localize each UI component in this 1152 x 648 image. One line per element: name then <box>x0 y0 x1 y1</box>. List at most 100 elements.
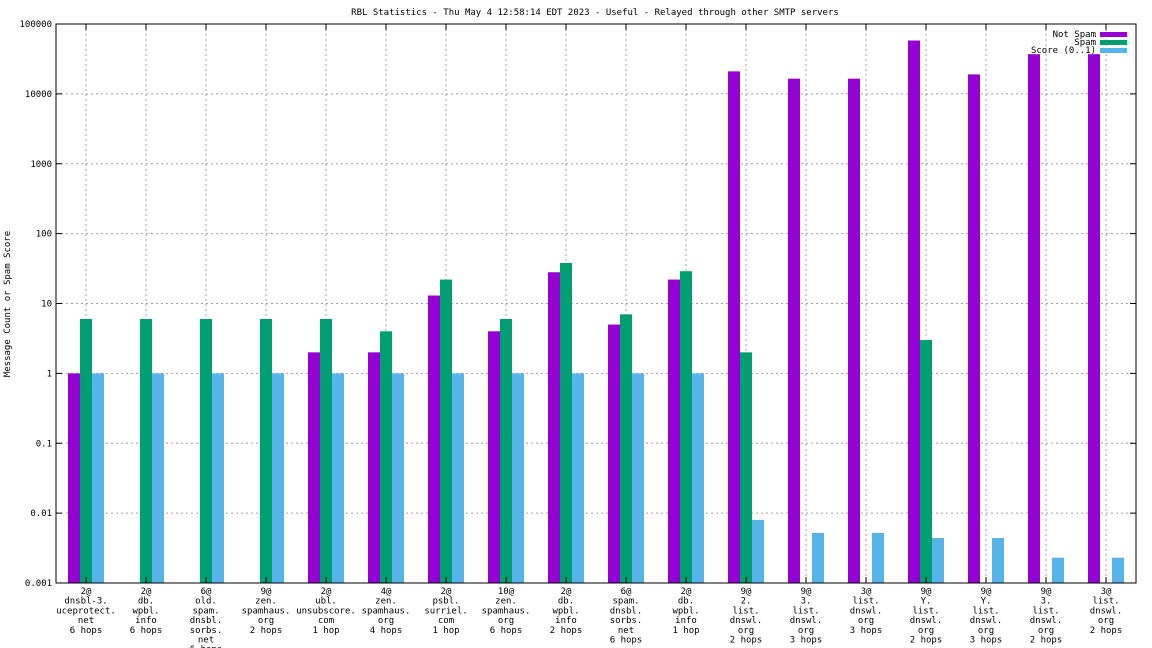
x-tick-label-line: 2 hops <box>730 636 763 646</box>
x-tick-label-line: org <box>858 616 874 626</box>
x-tick-label-line: db. <box>678 597 694 607</box>
bar-spam <box>680 271 692 583</box>
x-tick-label-line: old. <box>195 597 217 607</box>
bar-spam <box>620 314 632 583</box>
x-tick-label-line: com <box>318 616 334 626</box>
plot-frame <box>55 23 1137 584</box>
x-tick-label-line: dnsbl. <box>610 606 643 616</box>
bar-score-0-1 <box>92 373 104 583</box>
bar-not-spam <box>788 78 800 583</box>
x-tick-label-line: psbl. <box>432 597 459 607</box>
x-tick-label-line: 3 hops <box>790 636 823 646</box>
x-tick-label-line: org <box>1098 616 1114 626</box>
x-tick-label-line: 6 hops <box>70 626 103 636</box>
x-tick-label-line: 3@ <box>861 587 872 597</box>
bar-not-spam <box>488 331 500 583</box>
x-tick-label-line: 2 hops <box>250 626 283 636</box>
bar-score-0-1 <box>992 538 1004 583</box>
x-tick-label-line: zen. <box>255 597 277 607</box>
x-tick-label-line: 3. <box>1041 597 1052 607</box>
x-tick-label-line: db. <box>138 597 154 607</box>
x-tick-label-line: 2. <box>741 597 752 607</box>
bar-score-0-1 <box>932 538 944 583</box>
x-tick-label: 3@ list. dnswl. org 2 hops <box>1090 587 1123 636</box>
x-tick-label-line: 2@ <box>141 587 152 597</box>
bar-not-spam <box>968 74 980 583</box>
x-tick-label-line: 9@ <box>261 587 272 597</box>
bar-score-0-1 <box>632 373 644 583</box>
bar-score-0-1 <box>392 373 404 583</box>
x-tick-label: 10@ zen. spamhaus. org 6 hops <box>482 587 531 636</box>
x-tick-label-line: org <box>738 626 754 636</box>
x-tick-label-line: sorbs. <box>610 616 643 626</box>
bar-spam <box>920 340 932 583</box>
bar-not-spam <box>668 279 680 583</box>
x-tick-label-line: 3 hops <box>850 626 883 636</box>
x-tick-label-line: uceprotect. <box>56 606 116 616</box>
x-tick-label-line: zen. <box>375 597 397 607</box>
x-tick-label-line: dnswl. <box>910 616 943 626</box>
x-tick-label-line: list. <box>732 606 759 616</box>
x-tick-label-line: org <box>798 626 814 636</box>
x-tick-label: 9@ 2. list. dnswl. org 2 hops <box>730 587 763 646</box>
bar-not-spam <box>1028 54 1040 584</box>
x-tick-label-line: 2 hops <box>1090 626 1123 636</box>
legend-swatch <box>1100 48 1127 53</box>
bar-not-spam <box>608 324 620 583</box>
bar-spam <box>80 319 92 583</box>
bar-spam <box>500 319 512 583</box>
bar-spam <box>380 331 392 583</box>
x-tick-label-line: Y. <box>921 597 932 607</box>
x-tick-label: 2@ db. wpbl. info 6 hops <box>130 587 163 636</box>
x-tick-label: 2@ psbl. surriel. com 1 hop <box>424 587 467 636</box>
y-tick-label: 10 <box>41 300 52 310</box>
bar-not-spam <box>308 352 320 583</box>
x-tick-label-line: 2 hops <box>550 626 583 636</box>
x-tick-label-line: 2@ <box>681 587 692 597</box>
x-tick-label-line: dnswl. <box>1090 606 1123 616</box>
bar-not-spam <box>68 373 80 583</box>
x-tick-label-line: dnsbl. <box>190 616 223 626</box>
x-tick-label-line: org <box>378 616 394 626</box>
x-tick-label-line: dnswl. <box>730 616 763 626</box>
x-tick-label-line: list. <box>1092 597 1119 607</box>
x-tick-label-line: 4 hops <box>370 626 403 636</box>
bar-score-0-1 <box>1052 557 1064 583</box>
x-tick-label-line: 3 hops <box>970 636 1003 646</box>
bar-score-0-1 <box>572 373 584 583</box>
bar-not-spam <box>428 295 440 583</box>
x-tick-label-line: list. <box>912 606 939 616</box>
bar-score-0-1 <box>752 519 764 583</box>
x-tick-label-line: 1 hop <box>672 626 699 636</box>
x-tick-label-line: unsubscore. <box>296 606 356 616</box>
bar-spam <box>560 262 572 583</box>
x-tick-label-line: 1 hop <box>312 626 339 636</box>
y-tick-label: 0.001 <box>25 579 52 589</box>
x-tick-label: 2@ dnsbl-3. uceprotect. net 6 hops <box>56 587 116 636</box>
x-tick-label-line: spamhaus. <box>242 606 291 616</box>
x-tick-label: 9@ 3. list. dnswl. org 3 hops <box>790 587 823 646</box>
bar-spam <box>200 319 212 583</box>
x-tick-label: 9@ zen. spamhaus. org 2 hops <box>242 587 291 636</box>
x-tick-label-line: list. <box>1032 606 1059 616</box>
legend-swatch <box>1100 40 1127 45</box>
y-tick-label: 100 <box>36 230 52 240</box>
x-tick-label-line: wpbl. <box>132 606 159 616</box>
bar-not-spam <box>1088 54 1100 584</box>
bar-spam <box>140 319 152 583</box>
x-tick-label: 9@ Y. list. dnswl. org 3 hops <box>970 587 1003 646</box>
x-tick-label: 2@ db. wpbl. info 1 hop <box>672 587 699 636</box>
x-tick-label-line: 2 hops <box>1030 636 1063 646</box>
x-tick-label-line: net <box>618 626 634 636</box>
y-tick-label: 100000 <box>19 20 52 30</box>
x-tick-label-line: 9@ <box>801 587 812 597</box>
x-tick-label-line: info <box>555 616 577 626</box>
bar-score-0-1 <box>692 373 704 583</box>
bar-spam <box>320 319 332 583</box>
x-tick-label-line: org <box>918 626 934 636</box>
